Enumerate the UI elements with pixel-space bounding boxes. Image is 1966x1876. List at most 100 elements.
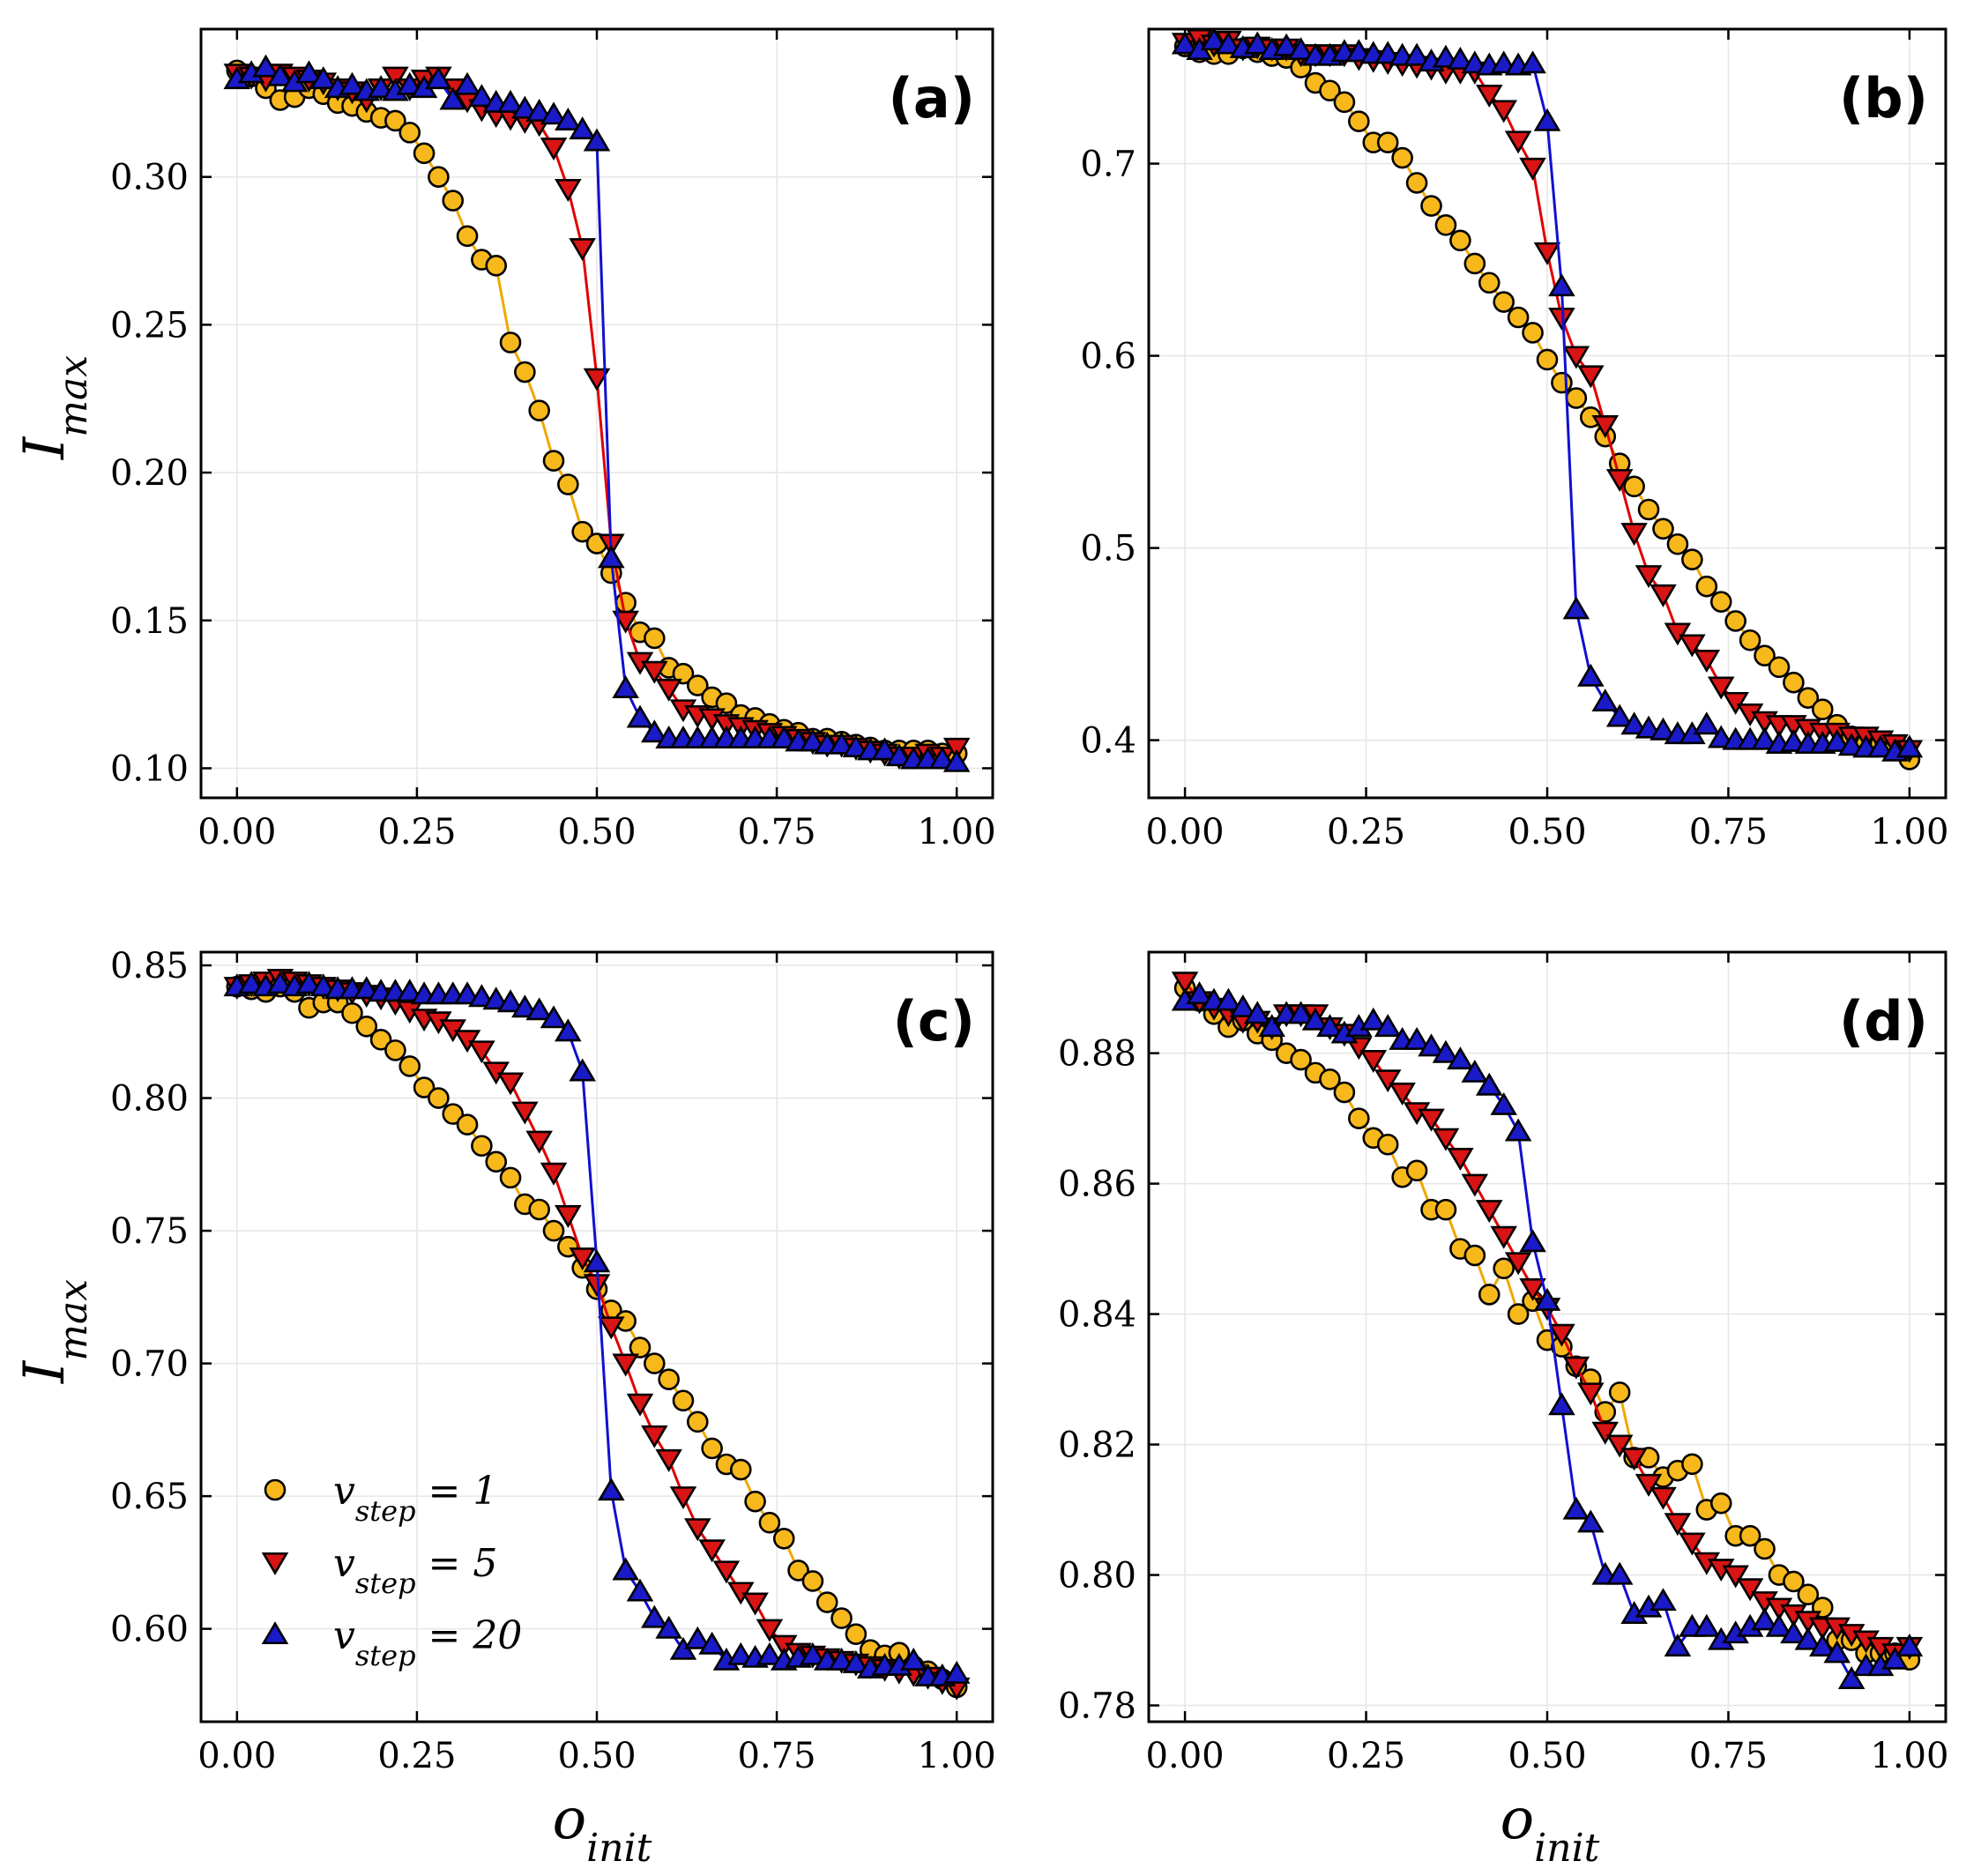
- panel-a-plot-area: [223, 54, 971, 772]
- panel-c-point-v20-12: [396, 979, 424, 1002]
- panel-d-point-v5-19: [1447, 1147, 1474, 1171]
- panel-d-point-v5-31: [1620, 1448, 1648, 1471]
- panels: 0.00 0.25 0.50 0.75 1.00 0.10 0.15 0.20 0.25 0.30…: [110, 27, 1948, 1776]
- ylabel-top: Imax: [12, 355, 96, 460]
- panel-c-point-v20-28: [626, 1578, 654, 1602]
- panel-b-point-v5-34: [1664, 622, 1692, 646]
- panel-d-point-v20-23: [1504, 1118, 1532, 1142]
- panel-d-point-v5-15: [1389, 1083, 1416, 1106]
- panel-c-point-v1-33: [701, 1437, 723, 1460]
- panel-a-point-v1-34: [715, 692, 738, 714]
- panel-b-xtick-label-1: 0.25: [1327, 812, 1405, 852]
- panel-b-ytick-label-1: 0.5: [1080, 529, 1136, 570]
- panel-c-point-v1-16: [456, 1113, 479, 1135]
- panel-d-point-v1-22: [1493, 1257, 1515, 1280]
- panel-b-point-v1-41: [1768, 656, 1791, 679]
- xlabel-left: oinit: [553, 1787, 652, 1871]
- panel-a-point-v20-29: [641, 719, 668, 743]
- panel-c-point-v1-17: [471, 1135, 493, 1158]
- panel-d-point-v20-44: [1809, 1634, 1836, 1656]
- panel-a-point-v5-22: [540, 138, 568, 161]
- panel-a-point-v5-27: [612, 610, 639, 634]
- panel-d-ytick-label-0: 0.78: [1058, 1686, 1136, 1727]
- panel-d-point-v20-28: [1577, 1509, 1605, 1533]
- panel-b-point-v20-25: [1533, 108, 1561, 131]
- panel-b-point-v20-2: [1200, 29, 1228, 51]
- panel-c-point-v20-40: [799, 1642, 827, 1665]
- panel-b-point-v1-21: [1478, 272, 1501, 294]
- panel-a-point-v20-28: [626, 704, 654, 728]
- panel-a-point-v1-24: [571, 520, 593, 543]
- panel-d-ytick-label-3: 0.84: [1058, 1295, 1136, 1336]
- panel-b-point-v5-25: [1533, 242, 1561, 265]
- panel-d-xtick-label-1: 0.25: [1327, 1736, 1405, 1776]
- panel-c-point-v20-30: [655, 1615, 682, 1639]
- panel-c-point-v20-37: [756, 1642, 784, 1665]
- panel-d-point-v20-25: [1533, 1287, 1561, 1311]
- panel-a-point-v20-12: [396, 71, 424, 95]
- panel-b-point-v5-22: [1490, 100, 1517, 123]
- panel-b-point-v1-12: [1348, 110, 1370, 132]
- panel-d-point-v1-21: [1478, 1284, 1501, 1306]
- panel-d-xtick-label-2: 0.50: [1508, 1736, 1586, 1776]
- panel-b-point-v20-7: [1272, 33, 1300, 56]
- panel-a-point-v5-25: [583, 368, 611, 391]
- panel-d-point-v20-50: [1895, 1634, 1924, 1656]
- legend-marker-v1: [264, 1478, 287, 1501]
- panel-a-point-v1-18: [485, 255, 508, 277]
- panel-a-point-v1-11: [384, 109, 406, 132]
- panel-b-point-v1-39: [1739, 629, 1761, 651]
- panel-b-point-v5-27: [1562, 346, 1590, 369]
- panel-a-point-v20-21: [525, 98, 553, 122]
- panel-a-point-v1-31: [672, 662, 695, 685]
- panel-d-point-v20-43: [1794, 1627, 1822, 1650]
- panel-c-point-v5-29: [641, 1425, 668, 1448]
- panel-c-point-v1-14: [428, 1087, 450, 1109]
- panel-b-point-v1-44: [1811, 698, 1834, 721]
- panel-c-point-v20-9: [353, 976, 381, 1000]
- panel-b-series-v20: [1171, 29, 1924, 762]
- panel-a-point-v5-24: [569, 238, 596, 262]
- panel-d-point-v5-14: [1374, 1069, 1402, 1093]
- panel-c-point-v20-20: [511, 994, 539, 1018]
- panel-c-label: (c): [893, 989, 975, 1053]
- panel-c-point-v20-17: [468, 984, 495, 1008]
- panel-b-frame: [1147, 27, 1947, 800]
- panel-d-point-v20-9: [1301, 1007, 1329, 1031]
- legend-item-v5: vstep = 5: [261, 1541, 497, 1600]
- panel-d-point-v20-20: [1461, 1059, 1489, 1083]
- panel-d-xtick-label-0: 0.00: [1146, 1736, 1225, 1776]
- panel-b-point-v5-21: [1475, 85, 1503, 108]
- panel-b-point-v1-24: [1522, 322, 1544, 344]
- axis-labels: Imax Imax oinit oinit: [12, 355, 1600, 1871]
- panel-d-point-v20-6: [1258, 1014, 1285, 1038]
- panel-c-series-v20: [223, 971, 971, 1686]
- panel-d-point-v1-10: [1319, 1068, 1341, 1091]
- legend-marker-v20: [261, 1621, 289, 1645]
- panel-c-point-v1-18: [485, 1150, 508, 1173]
- panel-c-point-v1-41: [815, 1591, 838, 1613]
- panel-d-point-v1-11: [1333, 1081, 1356, 1104]
- panel-c-ytick-label-1: 0.65: [110, 1477, 189, 1517]
- panel-b-point-v20-0: [1171, 31, 1199, 55]
- panel-d-ytick-label-2: 0.82: [1058, 1426, 1136, 1466]
- panel-c-point-v5-32: [684, 1518, 711, 1542]
- panel-c-point-v5-31: [669, 1486, 697, 1510]
- panel-a-point-v20-23: [555, 108, 582, 131]
- panel-c-point-v1-10: [369, 1029, 392, 1051]
- panel-c-point-v1-21: [528, 1198, 550, 1221]
- panel-b-point-v1-31: [1623, 475, 1645, 498]
- panel-b-point-v5-24: [1519, 157, 1546, 181]
- panel-c-point-v1-32: [686, 1411, 709, 1433]
- panel-b: 0.00 0.25 0.50 0.75 1.00 0.4 0.5 0.6 0.7 (b): [1080, 27, 1948, 852]
- panel-b-point-v20-3: [1215, 31, 1242, 55]
- panel-a-xtick-label-0: 0.00: [197, 812, 276, 852]
- panel-d-point-v5-38: [1722, 1565, 1749, 1589]
- panel-a-ytick-label-0: 0.10: [110, 748, 189, 789]
- panel-a-point-v20-45: [871, 737, 898, 761]
- panel-d-point-v20-30: [1605, 1561, 1634, 1585]
- panel-b-point-v1-22: [1493, 291, 1515, 313]
- panel-a-xtick-label-3: 0.75: [738, 812, 816, 852]
- panel-d-point-v20-27: [1562, 1496, 1590, 1520]
- panel-b-point-v5-33: [1650, 584, 1677, 607]
